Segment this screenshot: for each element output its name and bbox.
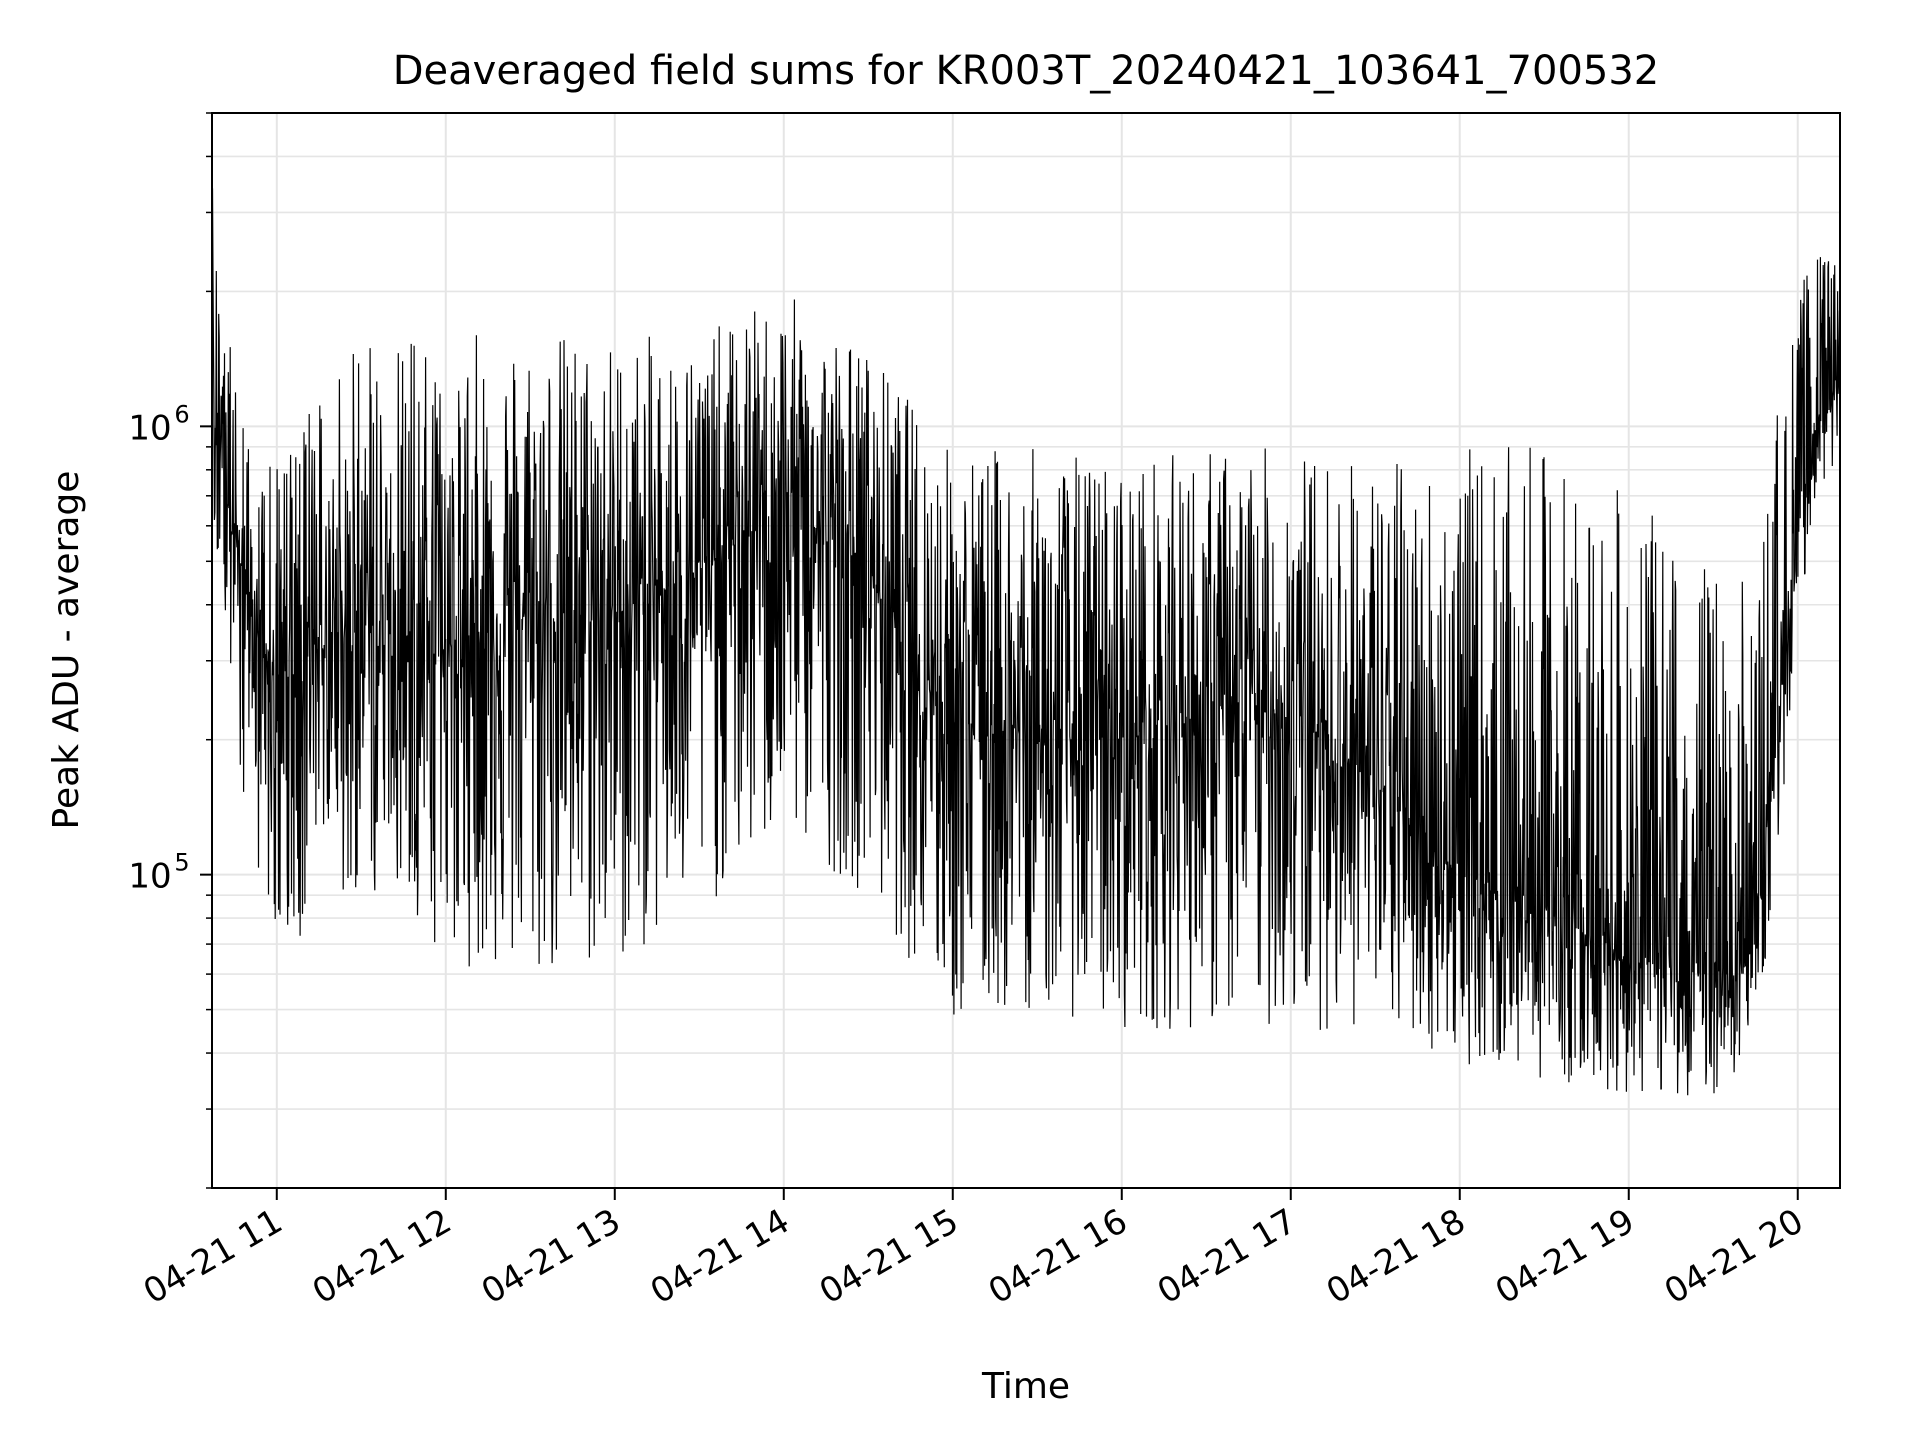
chart-title: Deaveraged field sums for KR003T_2024042… [393,48,1660,94]
series-line [211,188,1841,1096]
y-axis-label: Peak ADU - average [46,471,87,830]
plot-frame [211,112,1841,1189]
y-tick-label-exponent: 6 [174,400,189,428]
y-tick-label: 10 [128,408,171,448]
y-tick-label: 10 [128,857,171,897]
x-axis-label: Time [981,1366,1070,1407]
y-tick-label-exponent: 5 [174,849,189,877]
series-group [211,188,1841,1096]
